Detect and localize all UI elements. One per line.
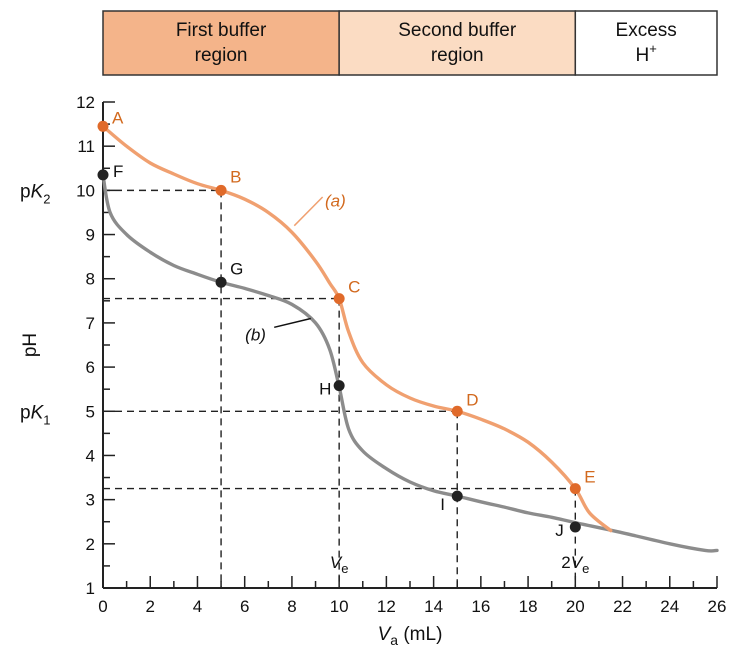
region-label-3: Excess [616, 20, 677, 41]
curve-b-leader [274, 317, 311, 329]
x-tick-label: 22 [613, 597, 632, 616]
region-bar: First buffer region Second buffer region Exc… [102, 10, 718, 76]
marker-E [569, 483, 581, 495]
x-special-label: Ve [330, 553, 349, 576]
markers: (a) (b) A B C D E F G H I J [97, 108, 596, 540]
y-special-label: pK1 [20, 402, 51, 427]
y-tick-label: 3 [86, 491, 95, 510]
y-tick-label: 8 [86, 270, 95, 289]
x-axis-label: Va (mL) [378, 624, 443, 648]
y-tick-label: 7 [86, 314, 95, 333]
x-tick-label: 6 [240, 597, 249, 616]
x-tick-label: 2 [145, 597, 154, 616]
y-special-label: pK2 [20, 181, 51, 206]
marker-C [333, 293, 345, 305]
curve-a-label: (a) [325, 191, 346, 210]
x-tick-label: 18 [519, 597, 538, 616]
y-tick-label: 5 [86, 402, 95, 421]
marker-J [569, 521, 581, 533]
marker-label-D: D [466, 390, 478, 409]
curve-b [101, 173, 719, 553]
curve-a [101, 124, 613, 533]
y-tick-label: 12 [76, 93, 95, 112]
marker-label-C: C [348, 278, 360, 297]
marker-label-F: F [113, 162, 123, 181]
marker-A [97, 120, 109, 132]
region-box-2 [338, 10, 577, 76]
region-box-3 [574, 10, 718, 76]
axes: 0 2 4 6 8 10 12 14 16 18 20 22 24 26123456789101112pK… [20, 93, 726, 648]
region-box-1 [102, 10, 340, 76]
x-tick-label: 20 [566, 597, 585, 616]
marker-F [97, 169, 109, 181]
marker-label-G: G [230, 259, 243, 278]
x-tick-label: 8 [287, 597, 296, 616]
marker-label-J: J [555, 521, 564, 540]
x-tick-label: 26 [708, 597, 727, 616]
y-tick-label: 2 [86, 535, 95, 554]
x-tick-label: 12 [377, 597, 396, 616]
curve-a-leader [293, 196, 324, 227]
region-label-3: H+ [635, 41, 656, 66]
reference-lines [103, 189, 577, 588]
x-tick-label: 24 [660, 597, 679, 616]
marker-label-I: I [440, 495, 445, 514]
marker-label-A: A [112, 108, 124, 127]
x-tick-label: 16 [471, 597, 490, 616]
x-tick-label: 0 [98, 597, 107, 616]
region-label-1: region [195, 45, 248, 66]
x-tick-label: 14 [424, 597, 443, 616]
marker-label-H: H [319, 380, 331, 399]
y-tick-label: 9 [86, 226, 95, 245]
y-tick-label: 4 [86, 446, 95, 465]
y-tick-label: 6 [86, 358, 95, 377]
region-label-2: Second buffer [398, 20, 517, 41]
curve-b-label: (b) [245, 326, 266, 345]
y-axis-label: pH [20, 333, 41, 357]
marker-I [451, 490, 463, 502]
y-tick-label: 11 [77, 137, 95, 156]
marker-H [333, 380, 345, 392]
marker-B [215, 184, 227, 196]
marker-D [451, 405, 463, 417]
y-tick-label: 1 [86, 579, 95, 598]
x-tick-label: 10 [330, 597, 349, 616]
marker-label-B: B [230, 167, 241, 186]
marker-G [215, 276, 227, 288]
region-label-1: First buffer [176, 20, 267, 41]
x-special-label: 2Ve [561, 553, 589, 576]
y-tick-label: 10 [76, 181, 95, 200]
curves [101, 124, 719, 553]
marker-label-E: E [584, 468, 595, 487]
x-tick-label: 4 [193, 597, 202, 616]
region-label-2: region [431, 45, 484, 66]
